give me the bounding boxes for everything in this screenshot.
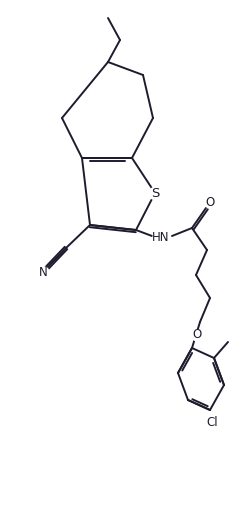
Text: Cl: Cl xyxy=(206,415,218,429)
Text: S: S xyxy=(151,186,159,200)
Text: O: O xyxy=(205,195,215,209)
Text: HN: HN xyxy=(152,231,170,243)
Text: N: N xyxy=(39,266,47,278)
Text: O: O xyxy=(192,328,202,342)
